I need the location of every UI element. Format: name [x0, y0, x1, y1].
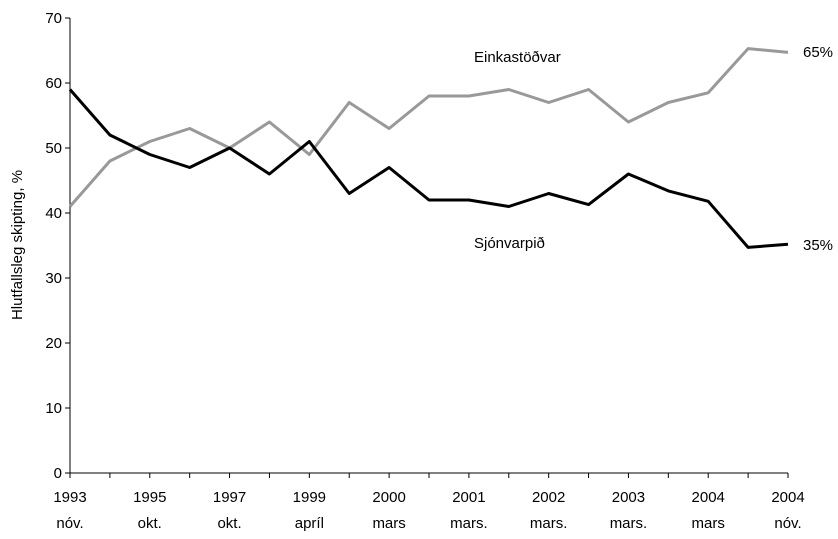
- y-tick-label: 50: [45, 140, 62, 157]
- x-tick-period: mars: [692, 515, 725, 532]
- y-tick-label: 70: [45, 10, 62, 27]
- x-tick-period: nóv.: [774, 515, 801, 532]
- x-tick-year: 2004: [771, 489, 804, 506]
- x-tick-period: okt.: [138, 515, 162, 532]
- x-tick-year: 2002: [532, 489, 565, 506]
- x-tick-year: 1993: [53, 489, 86, 506]
- x-tick-period: nóv.: [56, 515, 83, 532]
- y-tick-label: 20: [45, 335, 62, 352]
- series-label-einkastodvar: Einkastöðvar: [474, 49, 561, 66]
- y-tick-label: 10: [45, 400, 62, 417]
- series-line-1: [68, 88, 789, 249]
- x-tick-year: 2000: [372, 489, 405, 506]
- y-tick-label: 30: [45, 270, 62, 287]
- series-layer: [68, 47, 789, 249]
- x-tick-year: 1995: [133, 489, 166, 506]
- y-axis-label: Hlutfallsleg skipting, %: [9, 170, 26, 320]
- x-tick-year: 2003: [612, 489, 645, 506]
- y-tick-label: 40: [45, 205, 62, 222]
- x-tick-year: 1999: [293, 489, 326, 506]
- series-label-sjonvarpid: Sjónvarpið: [474, 235, 545, 252]
- x-tick-period: apríl: [295, 515, 324, 532]
- x-tick-period: mars: [372, 515, 405, 532]
- y-tick-label: 60: [45, 75, 62, 92]
- x-axis: 1993 nóv. 1995 okt. 1997 okt. 1999 apríl 2000 mar…: [53, 472, 805, 532]
- x-tick-period: okt.: [217, 515, 241, 532]
- x-tick-period: mars.: [530, 515, 568, 532]
- x-tick-year: 1997: [213, 489, 246, 506]
- end-label-einkastodvar: 65%: [803, 44, 833, 61]
- x-tick-year: 2001: [452, 489, 485, 506]
- x-tick-period: mars.: [610, 515, 648, 532]
- series-line-0: [68, 47, 789, 208]
- x-tick-period: mars.: [450, 515, 488, 532]
- y-tick-label: 0: [54, 465, 62, 482]
- y-axis: 0 10 20 30 40 50 60 70: [45, 10, 71, 482]
- end-label-sjonvarpid: 35%: [803, 237, 833, 254]
- x-tick-year: 2004: [692, 489, 725, 506]
